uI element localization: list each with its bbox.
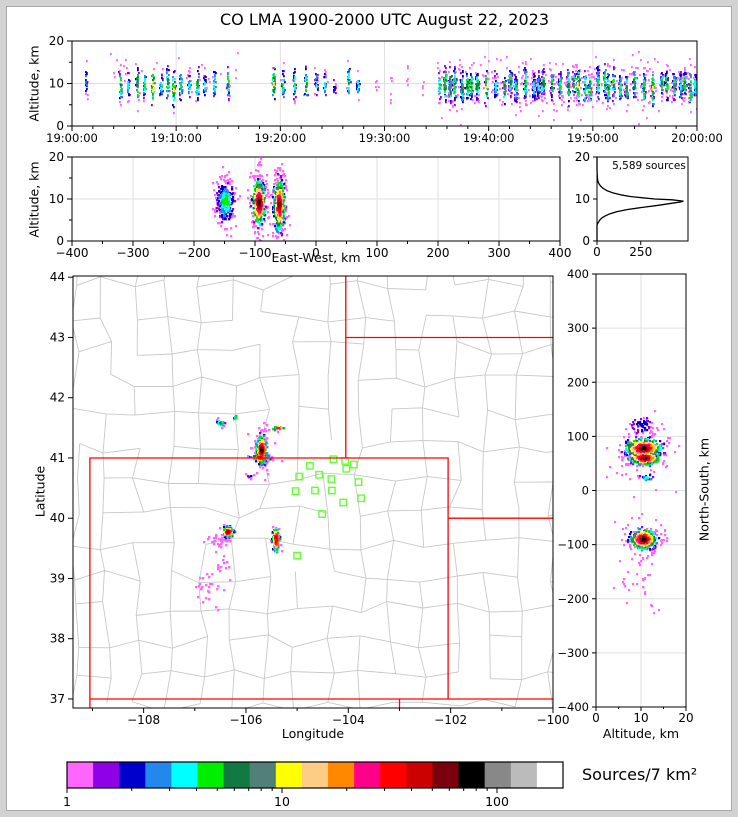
svg-text:39: 39 — [50, 571, 65, 585]
svg-text:100: 100 — [366, 246, 389, 260]
map-xlabel: Longitude — [281, 726, 345, 741]
svg-text:0: 0 — [56, 119, 64, 133]
svg-text:300: 300 — [567, 321, 589, 335]
svg-text:42: 42 — [50, 391, 65, 405]
svg-text:100: 100 — [567, 429, 589, 443]
ew-height-scatter — [212, 157, 292, 241]
state-borders — [89, 276, 553, 708]
ew-panel-xlabel: East-West, km — [271, 250, 361, 265]
svg-text:20: 20 — [49, 34, 64, 48]
density-colorbar — [66, 761, 564, 789]
svg-text:37: 37 — [50, 692, 65, 706]
svg-text:44: 44 — [50, 270, 65, 284]
county-boundaries — [73, 276, 553, 708]
svg-text:−400: −400 — [56, 246, 89, 260]
svg-text:20:00:00: 20:00:00 — [671, 131, 723, 145]
svg-text:19:50:00: 19:50:00 — [567, 131, 619, 145]
svg-text:200: 200 — [567, 375, 589, 389]
svg-text:−200: −200 — [178, 246, 211, 260]
svg-text:−300: −300 — [117, 246, 150, 260]
altitude-histogram-curve — [596, 157, 684, 241]
ns-height-scatter — [606, 410, 681, 615]
svg-text:38: 38 — [50, 632, 65, 646]
svg-text:−100: −100 — [537, 713, 570, 727]
svg-text:19:40:00: 19:40:00 — [463, 131, 515, 145]
colorbar-label: Sources/7 km² — [582, 765, 698, 784]
svg-text:10: 10 — [633, 711, 648, 725]
svg-text:−200: −200 — [557, 592, 589, 606]
svg-text:20: 20 — [575, 150, 590, 164]
svg-text:43: 43 — [50, 330, 65, 344]
svg-text:−300: −300 — [557, 646, 589, 660]
svg-text:−102: −102 — [434, 713, 467, 727]
svg-text:−104: −104 — [332, 713, 365, 727]
svg-text:40: 40 — [50, 511, 65, 525]
svg-text:300: 300 — [488, 246, 511, 260]
time-height-scatter — [85, 51, 697, 126]
lma-station-markers — [291, 455, 365, 560]
svg-text:10: 10 — [49, 77, 64, 91]
svg-text:−106: −106 — [229, 713, 262, 727]
svg-text:200: 200 — [427, 246, 450, 260]
svg-text:20: 20 — [49, 150, 64, 164]
svg-text:19:00:00: 19:00:00 — [46, 131, 98, 145]
svg-text:−108: −108 — [127, 713, 160, 727]
svg-text:19:20:00: 19:20:00 — [255, 131, 307, 145]
svg-text:10: 10 — [274, 794, 290, 809]
svg-text:400: 400 — [549, 246, 572, 260]
svg-text:0: 0 — [582, 484, 589, 498]
svg-text:400: 400 — [567, 267, 589, 281]
svg-text:41: 41 — [50, 451, 65, 465]
svg-text:250: 250 — [629, 245, 652, 259]
svg-text:1: 1 — [63, 794, 71, 809]
figure-title: CO LMA 1900-2000 UTC August 22, 2023 — [219, 10, 550, 29]
svg-text:0: 0 — [592, 711, 600, 725]
svg-text:−100: −100 — [557, 538, 589, 552]
map-source-scatter — [195, 415, 286, 612]
ns-panel-xlabel: Altitude, km — [602, 726, 680, 741]
svg-text:0: 0 — [56, 234, 64, 248]
svg-text:100: 100 — [485, 794, 509, 809]
svg-text:20: 20 — [678, 711, 693, 725]
svg-text:0: 0 — [312, 246, 320, 260]
svg-text:19:10:00: 19:10:00 — [150, 131, 202, 145]
source-count-annotation: 5,589 sources — [612, 160, 686, 172]
svg-text:19:30:00: 19:30:00 — [359, 131, 411, 145]
map-panel-content — [73, 276, 553, 708]
svg-text:0: 0 — [593, 245, 601, 259]
svg-text:0: 0 — [582, 234, 590, 248]
svg-text:10: 10 — [575, 192, 590, 206]
svg-text:−400: −400 — [557, 700, 589, 714]
svg-text:−100: −100 — [239, 246, 272, 260]
svg-text:10: 10 — [49, 192, 64, 206]
